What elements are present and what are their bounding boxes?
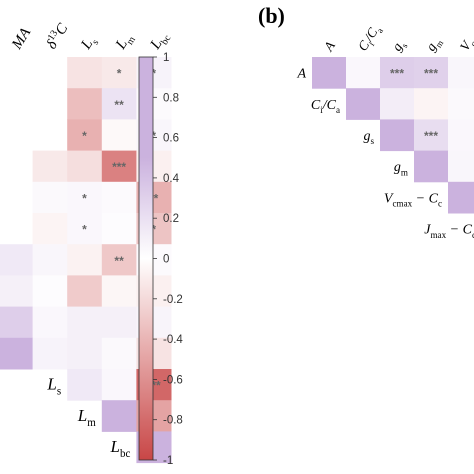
heatmap-cell [346, 57, 381, 89]
column-label: δ13C [42, 19, 72, 52]
colorbar-tick-label: -1 [163, 455, 173, 467]
heatmap-cell [32, 150, 68, 183]
colorbar-tick-label: -0.2 [163, 294, 183, 306]
colorbar-tick-label: 0 [163, 254, 169, 266]
colorbar-tick-label: 0.4 [163, 173, 180, 185]
heatmap-cell [67, 213, 103, 245]
heatmap-cell [414, 57, 449, 89]
heatmap-cell [67, 119, 103, 152]
heatmap-cell [0, 244, 34, 276]
heatmap-cell [67, 88, 103, 120]
heatmap-cell [32, 306, 68, 339]
heatmap-cell [32, 244, 68, 276]
column-label: Vcm [457, 29, 474, 55]
heatmap-cell [67, 369, 103, 401]
heatmap-cell [67, 306, 103, 339]
heatmap-cell [32, 213, 68, 245]
heatmap-cell [101, 369, 137, 401]
row-label: Jmax − Cc [424, 223, 474, 240]
colorbar: 1 0.8 0.6 0.4 0.2 0 -0.2 -0.4 -0.6 -0.8 -1 [138, 52, 183, 467]
heatmap-cell [67, 337, 103, 370]
significance-marker: * [151, 223, 156, 237]
row-label: gs [363, 129, 374, 146]
heatmap-cell [101, 150, 137, 183]
heatmap-cell [101, 306, 137, 339]
significance-marker: * [151, 129, 156, 143]
significance-marker: *** [424, 129, 438, 143]
heatmap-cell [0, 275, 34, 308]
row-label: Lm [77, 406, 96, 429]
heatmap-cell [380, 57, 415, 89]
heatmap-cell [448, 119, 474, 152]
heatmap-cell [448, 150, 474, 183]
heatmap-cell [101, 244, 137, 276]
colorbar-tick-label: 0.2 [163, 213, 179, 225]
colorbar-tick-label: 0.8 [163, 92, 179, 104]
row-label: Vcmax − Cc [384, 191, 442, 208]
heatmap-cell [101, 213, 137, 245]
significance-marker: * [82, 129, 87, 143]
colorbar-tick-label: 1 [163, 52, 169, 64]
column-label: Ci/Ca [355, 22, 385, 56]
column-label: A [320, 38, 338, 54]
heatmap-cell [101, 275, 137, 308]
heatmap-cell [414, 150, 449, 183]
significance-marker: * [82, 223, 87, 237]
row-label: Ci/Ca [311, 98, 340, 115]
row-label: gm [394, 160, 408, 177]
heatmap-cell [414, 119, 449, 152]
heatmap-cell [101, 88, 137, 120]
column-label: Ls [78, 33, 102, 55]
significance-marker: *** [424, 67, 438, 81]
column-label: Lbc [147, 28, 174, 55]
heatmap-cell [414, 88, 449, 120]
heatmap-cell [448, 181, 474, 214]
column-label: gm [423, 34, 446, 55]
heatmap-cell [101, 119, 137, 152]
heatmap-cell [101, 400, 137, 432]
significance-marker: * [82, 191, 87, 205]
colorbar-tick-label: -0.4 [163, 334, 183, 346]
heatmap-cell [448, 57, 474, 89]
significance-marker: *** [390, 67, 404, 81]
significance-marker: ** [114, 254, 124, 268]
panel-b-tag: (b) [258, 3, 285, 28]
heatmap-cell [67, 57, 103, 89]
significance-marker: * [117, 67, 122, 81]
heatmap-cell [101, 337, 137, 370]
row-label: A [296, 67, 306, 82]
row-label: Ls [46, 375, 61, 398]
heatmap-cell [0, 306, 34, 339]
heatmap-cell [380, 88, 415, 120]
heatmap-cell [101, 57, 137, 89]
significance-marker: * [151, 67, 156, 81]
heatmap-cell [0, 337, 34, 370]
heatmap-cell [67, 181, 103, 214]
heatmap-cell [67, 275, 103, 308]
colorbar-tick-label: -0.6 [163, 374, 183, 386]
heatmap-cell [32, 337, 68, 370]
column-label: Lm [112, 30, 138, 55]
heatmap-cell [67, 244, 103, 276]
significance-marker: ** [114, 98, 124, 112]
row-label: Lbc [109, 437, 130, 460]
heatmap-cell [380, 119, 415, 152]
heatmap-cell [67, 150, 103, 183]
heatmap-cell [32, 181, 68, 214]
heatmap-cell [346, 88, 381, 120]
significance-marker: *** [112, 160, 126, 174]
column-label: gs [389, 37, 410, 56]
heatmap-cell [101, 181, 137, 214]
column-label: MA [9, 25, 35, 53]
significance-marker: ** [149, 191, 159, 205]
heatmap-cell [448, 88, 474, 120]
heatmap-cell [312, 57, 347, 89]
colorbar-tick-label: 0.6 [163, 133, 179, 145]
heatmap-cell [32, 275, 68, 308]
colorbar-tick-label: -0.8 [163, 415, 183, 427]
colorbar-gradient [138, 56, 154, 461]
